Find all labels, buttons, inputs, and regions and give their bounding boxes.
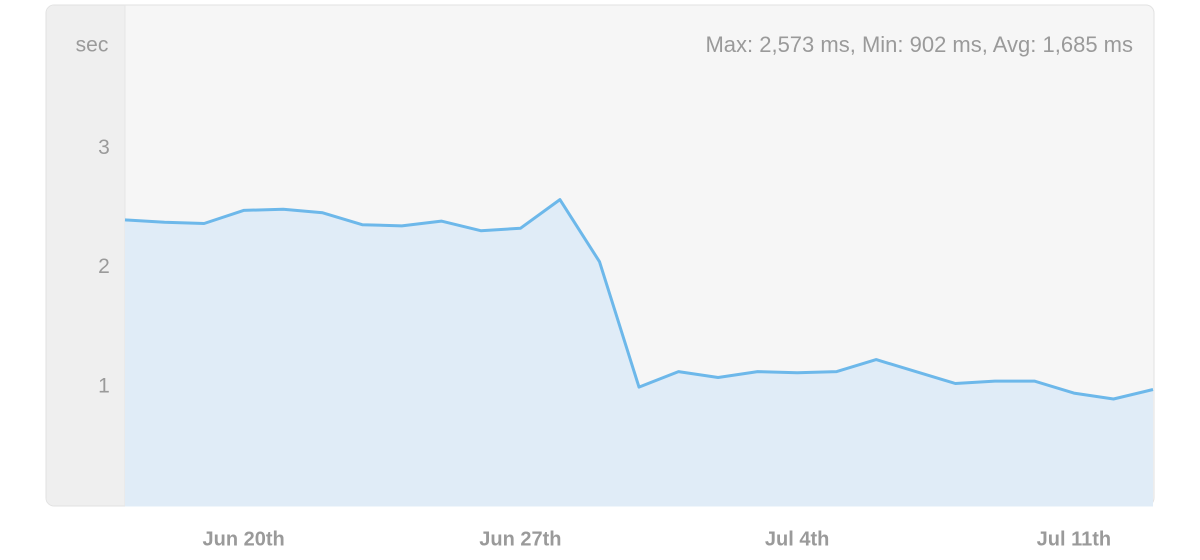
y-tick-label: 1 (98, 375, 110, 398)
y-axis-label: sec (76, 34, 109, 57)
line (124, 198, 1154, 401)
annotation: Max: 2,573 ms, Min: 902 ms, Avg: 1,685 m… (705, 32, 1133, 57)
area (125, 199, 1153, 507)
x-tick-label: Jun 27th (479, 528, 561, 550)
y-tick-label: 3 (98, 136, 110, 159)
x-tick-label: Jun 20th (202, 528, 284, 550)
x-tick-label: Jul 4th (765, 528, 829, 550)
y-gutter (46, 5, 125, 506)
x-tick-label: Jul 11th (1037, 528, 1111, 550)
y-tick-label: 2 (98, 255, 110, 278)
